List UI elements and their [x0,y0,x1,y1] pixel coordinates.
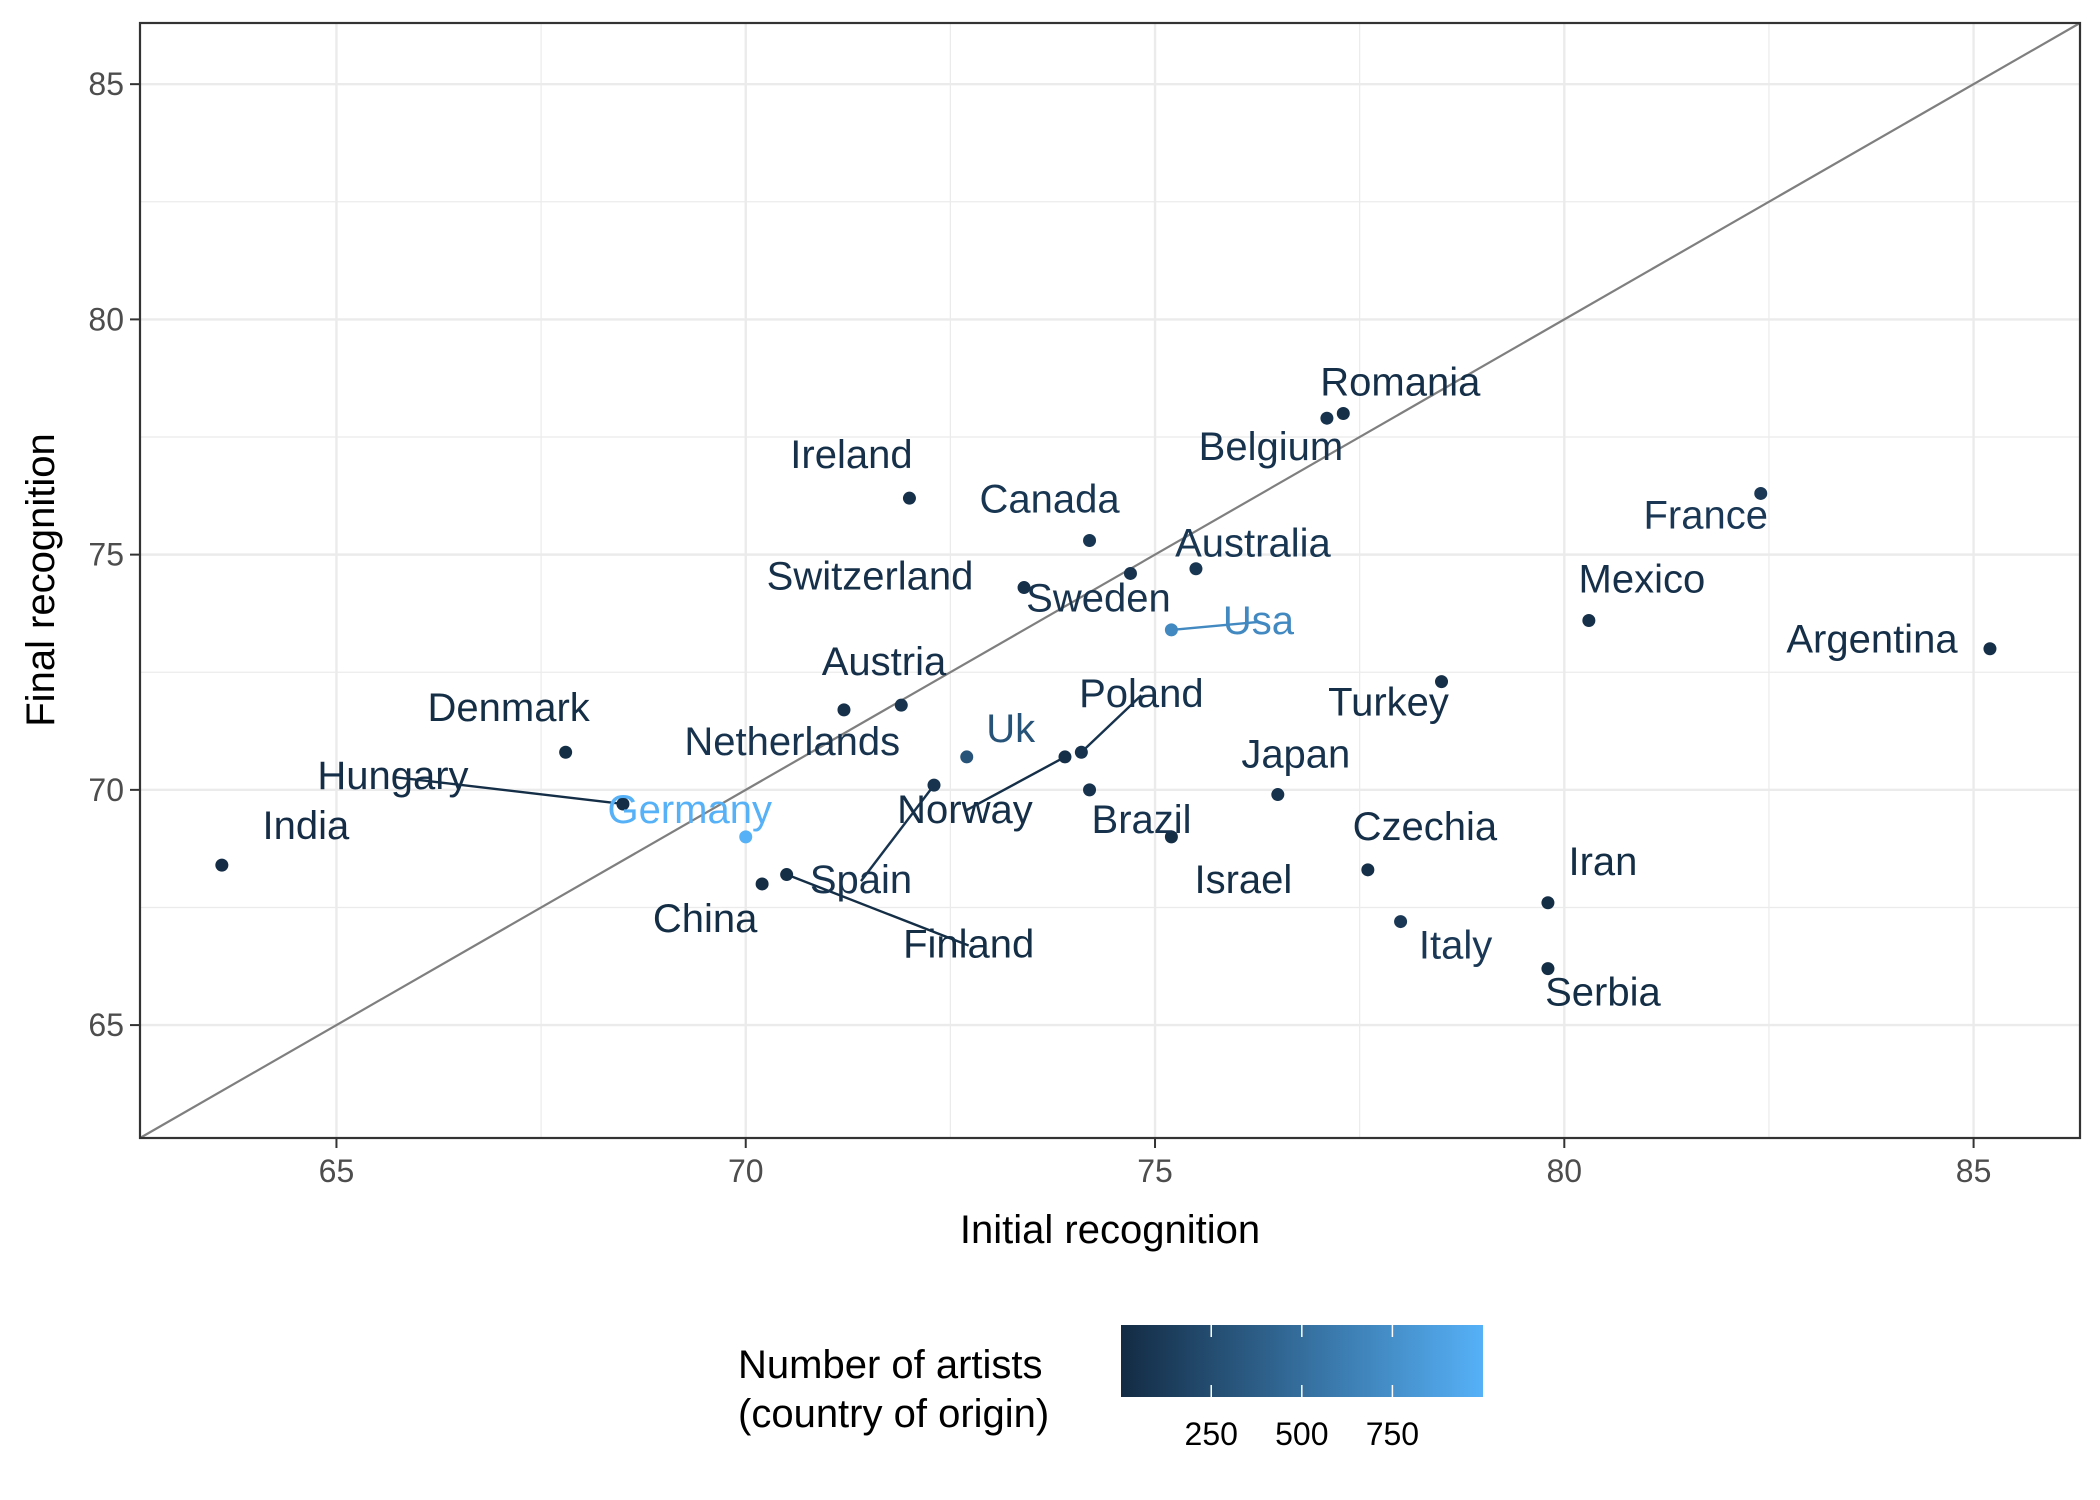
color-legend: Number of artists (country of origin) 25… [738,1325,1483,1452]
leader-line-hungary [392,775,624,806]
point-canada [1083,534,1097,548]
point-labels: India Denmark Hungary Germany China Finland Au… [262,360,1958,1014]
point-label-mexico: Mexico [1579,557,1706,601]
point-label-japan: Japan [1241,733,1350,777]
x-tick-label: 70 [728,1153,764,1189]
point-germany [739,830,753,844]
point-serbia [1541,962,1555,976]
point-label-norway: Norway [897,788,1033,832]
point-australia [1189,562,1203,576]
point-czechia [1361,863,1375,877]
point-label-brazil: Brazil [1092,798,1192,842]
legend-ticks: 250 500 750 [1185,1325,1419,1452]
y-tick-label: 65 [88,1007,124,1043]
point-denmark [559,745,573,759]
x-tick-label: 85 [1956,1153,1992,1189]
x-tick-label: 75 [1137,1153,1173,1189]
point-usa [1164,623,1178,637]
point-romania [1336,406,1350,420]
point-norway [1058,750,1072,764]
point-mexico [1582,613,1596,627]
axis-ticks: 65 70 75 80 85 65 70 75 80 85 [88,66,1991,1189]
point-label-india: India [262,804,349,848]
label-leader-lines [392,620,1259,947]
plot-panel-border [138,21,2082,1140]
point-finland [780,868,794,882]
point-label-china: China [653,897,758,941]
point-netherlands [894,698,908,712]
grid [140,23,2080,1138]
x-axis-title: Initial recognition [960,1208,1260,1252]
point-label-belgium: Belgium [1199,425,1344,469]
point-switzerland [1017,581,1031,595]
point-israel [1164,830,1178,844]
legend-tick-label: 500 [1275,1416,1328,1452]
point-label-switzerland: Switzerland [767,555,974,599]
y-tick-label: 75 [88,537,124,573]
y-tick-label: 80 [88,301,124,337]
point-label-serbia: Serbia [1545,971,1661,1015]
point-label-uk: Uk [986,707,1036,751]
point-france [1754,486,1768,500]
point-label-canada: Canada [979,478,1120,522]
point-label-denmark: Denmark [428,686,591,730]
point-brazil [1083,783,1097,797]
point-belgium [1320,411,1334,425]
legend-tick-label: 250 [1185,1416,1238,1452]
point-label-ireland: Ireland [790,433,912,477]
point-label-poland: Poland [1079,672,1204,716]
point-label-israel: Israel [1194,858,1292,902]
leader-line-finland [786,873,970,947]
data-points [215,406,1997,976]
point-argentina [1983,642,1997,656]
legend-tick-label: 750 [1366,1416,1419,1452]
point-japan [1271,788,1285,802]
point-label-sweden: Sweden [1026,576,1171,620]
point-label-czechia: Czechia [1353,805,1498,849]
point-label-turkey: Turkey [1328,681,1449,725]
point-label-usa: Usa [1223,599,1295,643]
point-uk [960,750,974,764]
y-tick-label: 85 [88,66,124,102]
legend-title-line-2: (country of origin) [738,1392,1049,1436]
point-sweden [1123,566,1137,580]
point-label-hungary: Hungary [317,754,468,798]
point-india [215,858,229,872]
x-tick-label: 80 [1547,1153,1583,1189]
point-label-italy: Italy [1419,924,1492,968]
identity-reference-line [139,22,2081,1139]
point-label-australia: Australia [1175,522,1331,566]
legend-title-line-1: Number of artists [738,1343,1043,1387]
y-axis-title: Final recognition [19,433,63,727]
x-tick-label: 65 [319,1153,355,1189]
y-tick-label: 70 [88,772,124,808]
point-label-france: France [1644,493,1769,537]
leader-line-norway [964,755,1066,812]
point-china [755,877,769,891]
point-label-netherlands: Netherlands [684,720,900,764]
point-label-austria: Austria [822,640,947,684]
leader-line-usa [1171,620,1259,632]
leader-line-poland [1080,694,1143,754]
point-label-argentina: Argentina [1786,618,1958,662]
point-label-germany: Germany [607,788,772,832]
leader-line-spain [860,784,935,882]
point-poland [1074,745,1088,759]
point-label-iran: Iran [1568,840,1637,884]
point-label-romania: Romania [1320,360,1481,404]
point-turkey [1435,675,1449,689]
point-hungary [616,797,630,811]
point-austria [837,703,851,717]
point-italy [1394,915,1408,929]
point-label-finland: Finland [903,923,1034,967]
point-iran [1541,896,1555,910]
point-spain [927,778,941,792]
point-ireland [902,491,916,505]
point-label-spain: Spain [810,858,912,902]
